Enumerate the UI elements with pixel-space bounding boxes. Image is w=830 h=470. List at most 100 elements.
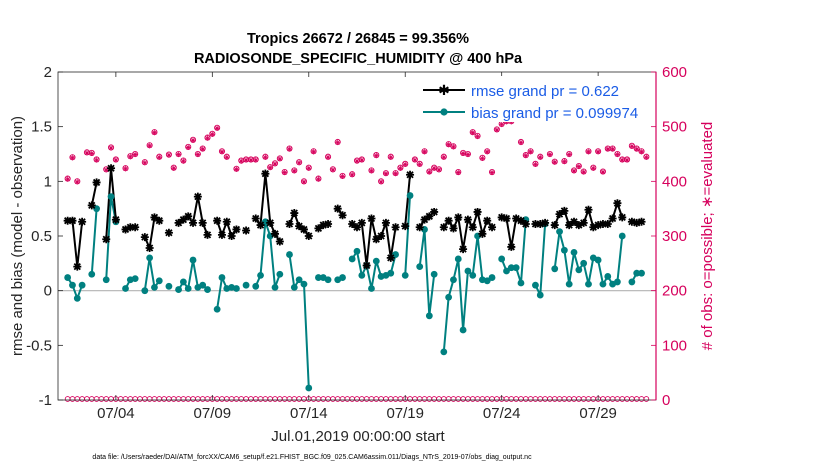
obs-evaluated-point <box>267 165 273 171</box>
y-left-tick-label: -1 <box>39 392 52 409</box>
obs-evaluated-point <box>455 169 461 176</box>
bias-point <box>469 271 477 279</box>
obs-evaluated-point <box>238 158 244 164</box>
x-tick-label: 07/09 <box>194 405 232 422</box>
bias-point <box>599 280 607 288</box>
rmse-point <box>488 223 497 232</box>
obs-evaluated-point <box>383 171 389 177</box>
obs-evaluated-point <box>600 169 606 175</box>
y-axis-label-right: # of obs: o=possible; ∗=evaluated <box>699 122 716 351</box>
rmse-point <box>73 262 82 271</box>
bias-point <box>638 269 645 277</box>
bias-point <box>488 274 496 281</box>
rmse-point <box>251 214 260 223</box>
rmse-point <box>189 218 198 227</box>
bias-point <box>580 259 588 267</box>
bias-point <box>189 256 197 264</box>
obs-evaluated-point <box>489 169 495 176</box>
bias-point <box>73 294 81 302</box>
bias-point <box>498 255 506 263</box>
rmse-point <box>184 212 193 221</box>
obs-evaluated-point <box>431 165 437 171</box>
rmse-point <box>632 218 641 227</box>
obs-evaluated-point <box>436 167 442 173</box>
rmse-point <box>367 214 376 223</box>
rmse-point <box>164 228 173 237</box>
rmse-point <box>193 192 202 201</box>
x-tick-label: 07/24 <box>483 405 521 422</box>
rmse-point <box>579 218 588 227</box>
rmse-point <box>425 212 434 221</box>
obs-evaluated-point <box>286 146 293 152</box>
obs-evaluated-point <box>571 168 577 174</box>
obs-evaluated-point <box>397 165 404 171</box>
rmse-point <box>304 232 313 240</box>
obs-bottom-marker <box>643 396 650 402</box>
obs-evaluated-point <box>532 161 539 167</box>
rmse-point <box>618 213 627 222</box>
bias-point <box>213 305 221 313</box>
y-right-tick-label: 200 <box>662 283 687 300</box>
obs-evaluated-point <box>200 146 206 152</box>
rmse-point <box>348 219 357 228</box>
rmse-point <box>198 218 207 227</box>
rmse-point <box>121 225 130 234</box>
rmse-point <box>444 216 453 225</box>
rmse-point <box>102 235 111 244</box>
bias-point <box>353 247 361 255</box>
bias-point <box>64 274 72 281</box>
rmse-point <box>516 216 525 225</box>
rmse-point <box>78 217 87 226</box>
rmse-point <box>362 261 371 270</box>
bias-point <box>512 264 520 272</box>
rmse-point <box>584 205 593 214</box>
rmse-point <box>155 216 164 225</box>
y-right-tick-label: 100 <box>662 337 687 354</box>
y-axis-label-left: rmse and bias (model - observation) <box>9 116 26 356</box>
x-tick-label: 07/04 <box>97 405 135 422</box>
legend-rmse-label: rmse grand pr = 0.622 <box>471 83 619 100</box>
obs-evaluated-point <box>166 152 172 158</box>
rmse-point <box>145 244 154 253</box>
rmse-point <box>560 206 569 215</box>
obs-evaluated-point <box>523 153 529 159</box>
rmse-point <box>401 222 410 231</box>
obs-evaluated-point <box>156 154 162 160</box>
bias-point <box>430 270 438 278</box>
bias-point <box>175 286 182 293</box>
rmse-point <box>574 221 583 230</box>
bias-point <box>290 283 298 291</box>
bias-point <box>575 266 583 274</box>
rmse-point <box>87 201 96 210</box>
bias-point <box>358 271 366 279</box>
obs-evaluated-point <box>282 169 288 176</box>
obs-evaluated-point <box>233 166 240 172</box>
obs-evaluated-point <box>325 154 331 160</box>
rmse-point <box>459 245 468 254</box>
obs-evaluated-point <box>412 157 418 163</box>
obs-evaluated-point <box>243 157 249 163</box>
bias-point <box>78 281 86 289</box>
bias-point <box>165 282 173 290</box>
bias-point <box>416 263 424 271</box>
rmse-point <box>338 211 347 220</box>
obs-evaluated-point <box>310 149 317 155</box>
rmse-point <box>598 219 607 228</box>
obs-evaluated-point <box>209 131 215 137</box>
bias-point <box>440 348 448 356</box>
obs-evaluated-point <box>484 149 490 155</box>
obs-evaluated-point <box>474 133 481 140</box>
bias-point <box>324 276 332 284</box>
obs-evaluated-point <box>349 172 355 178</box>
rmse-point <box>454 213 463 222</box>
rmse-point <box>594 221 603 230</box>
rmse-point <box>261 169 270 178</box>
rmse-point <box>627 217 636 226</box>
bias-point <box>507 264 515 272</box>
bias-point <box>257 271 264 279</box>
rmse-point <box>570 217 579 226</box>
bias-point <box>532 281 539 289</box>
obs-evaluated-point <box>195 151 201 158</box>
bias-point <box>614 278 621 286</box>
obs-evaluated-point <box>277 156 283 162</box>
